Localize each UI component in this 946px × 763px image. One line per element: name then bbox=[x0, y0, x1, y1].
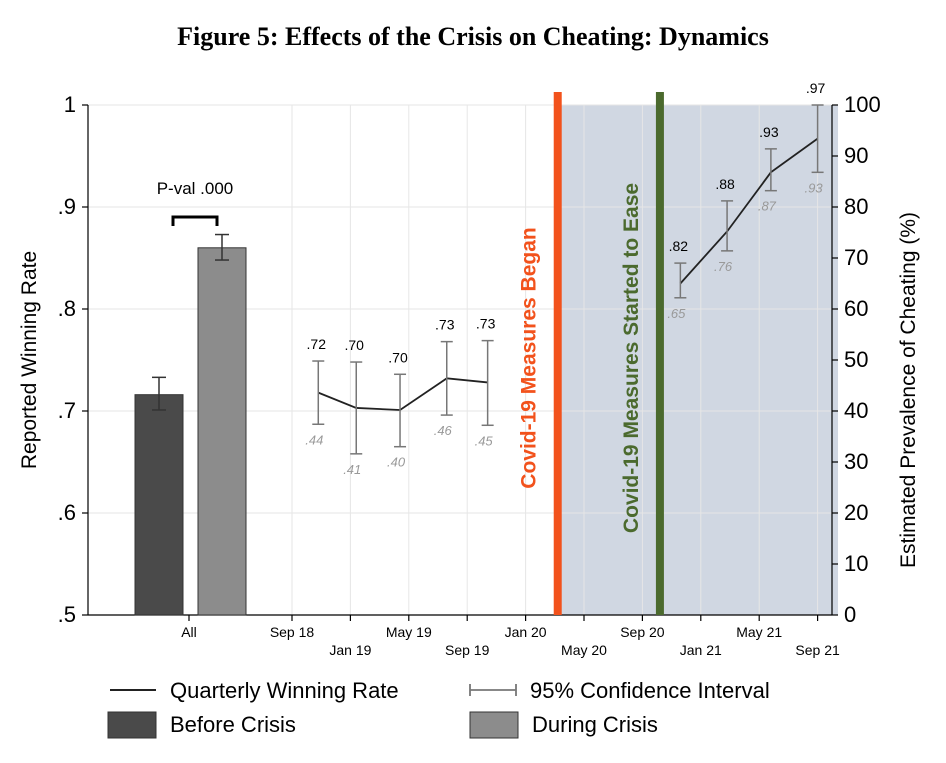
event-label-measures-began: Covid-19 Measures Began bbox=[518, 227, 541, 488]
winning-rate-label: .70 bbox=[388, 349, 408, 365]
y-right-tick-label: 100 bbox=[844, 92, 881, 117]
winning-rate-label: .93 bbox=[759, 124, 779, 140]
series-line-crisis bbox=[679, 137, 819, 285]
x-tick-label: Jan 21 bbox=[680, 642, 722, 658]
y-left-tick-label: .6 bbox=[58, 500, 76, 525]
y-right-axis-title: Estimated Prevalence of Cheating (%) bbox=[897, 212, 920, 568]
y-left-tick-label: .5 bbox=[58, 602, 76, 627]
y-right-tick-label: 60 bbox=[844, 296, 868, 321]
bar-during-crisis bbox=[197, 247, 247, 616]
x-tick-label: Sep 21 bbox=[795, 642, 840, 658]
y-right-tick-label: 90 bbox=[844, 143, 868, 168]
prevalence-label: .40 bbox=[387, 455, 406, 470]
y-right-tick-label: 40 bbox=[844, 398, 868, 423]
bar-before-crisis bbox=[134, 394, 184, 616]
p-value-label: P-val .000 bbox=[157, 179, 234, 198]
prevalence-label: .41 bbox=[343, 462, 361, 477]
winning-rate-label: .97 bbox=[806, 80, 826, 96]
prevalence-label: .45 bbox=[475, 433, 494, 448]
x-tick-label: May 19 bbox=[386, 624, 432, 640]
x-tick-label: May 20 bbox=[561, 642, 607, 658]
x-tick-label: Jan 19 bbox=[329, 642, 371, 658]
legend-before-swatch bbox=[107, 711, 157, 739]
x-tick-label: Sep 18 bbox=[270, 624, 315, 640]
x-tick-label: Sep 19 bbox=[445, 642, 490, 658]
series-line-pre-crisis bbox=[317, 377, 488, 411]
y-right-tick-label: 10 bbox=[844, 551, 868, 576]
y-right-tick-label: 30 bbox=[844, 449, 868, 474]
x-tick-label: Jan 20 bbox=[505, 624, 547, 640]
prevalence-label: .44 bbox=[305, 432, 323, 447]
winning-rate-label: .73 bbox=[476, 316, 496, 332]
winning-rate-label: .72 bbox=[307, 336, 327, 352]
y-left-tick-label: 1 bbox=[64, 92, 76, 117]
event-line-measures-began bbox=[553, 92, 562, 615]
legend-label: During Crisis bbox=[532, 712, 658, 737]
winning-rate-label: .88 bbox=[715, 176, 735, 192]
legend-label: Quarterly Winning Rate bbox=[170, 678, 399, 703]
winning-rate-label: .73 bbox=[435, 317, 455, 333]
x-tick-label: All bbox=[181, 624, 197, 640]
x-tick-label: Sep 20 bbox=[620, 624, 665, 640]
legend-label: Before Crisis bbox=[170, 712, 296, 737]
y-right-tick-label: 20 bbox=[844, 500, 868, 525]
y-left-tick-label: .8 bbox=[58, 296, 76, 321]
y-left-tick-label: .7 bbox=[58, 398, 76, 423]
crisis-shaded-region bbox=[557, 105, 839, 615]
y-right-tick-label: 0 bbox=[844, 602, 856, 627]
prevalence-label: .65 bbox=[667, 306, 686, 321]
winning-rate-label: .82 bbox=[669, 238, 689, 254]
y-right-tick-label: 50 bbox=[844, 347, 868, 372]
y-right-tick-label: 80 bbox=[844, 194, 868, 219]
prevalence-label: .93 bbox=[805, 180, 824, 195]
y-left-axis-title: Reported Winning Rate bbox=[18, 251, 41, 469]
prevalence-label: .76 bbox=[714, 259, 733, 274]
y-left-tick-label: .9 bbox=[58, 194, 76, 219]
event-line-measures-eased bbox=[655, 92, 664, 615]
prevalence-label: .87 bbox=[758, 199, 777, 214]
p-value-bracket bbox=[171, 215, 219, 226]
figure-title: Figure 5: Effects of the Crisis on Cheat… bbox=[177, 22, 769, 51]
x-tick-label: May 21 bbox=[736, 624, 782, 640]
winning-rate-label: .70 bbox=[345, 337, 365, 353]
y-right-tick-label: 70 bbox=[844, 245, 868, 270]
prevalence-label: .46 bbox=[434, 423, 453, 438]
legend-during-swatch bbox=[469, 711, 519, 739]
legend-label: 95% Confidence Interval bbox=[530, 678, 770, 703]
event-label-measures-eased: Covid-19 Measures Started to Ease bbox=[620, 183, 643, 533]
